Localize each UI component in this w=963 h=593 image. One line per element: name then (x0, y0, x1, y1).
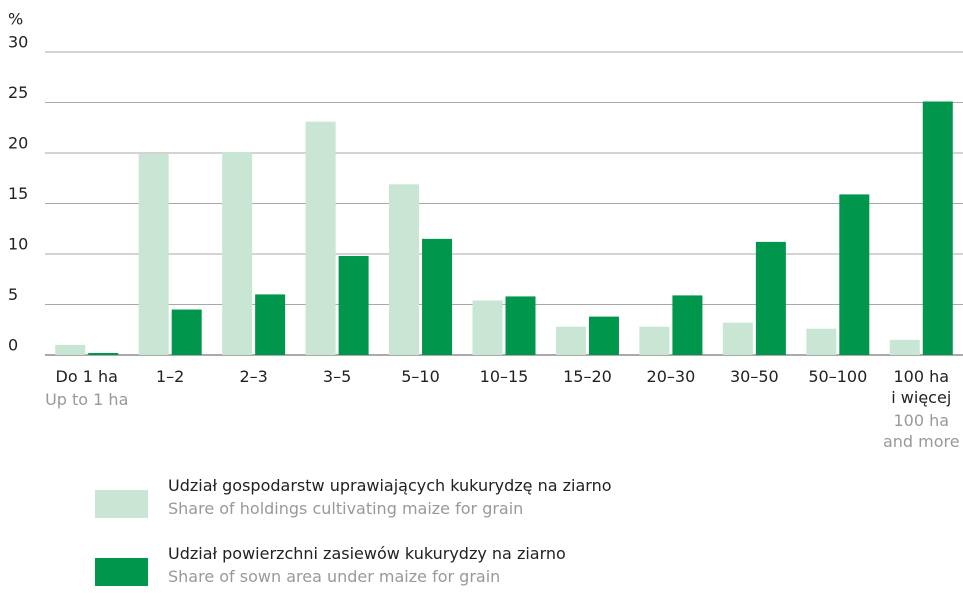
x-tick-label: 100 ha i więcej (891, 367, 952, 407)
x-tick-label: 50–100 (808, 367, 868, 386)
x-tick-label: Do 1 ha (55, 367, 118, 386)
x-tick-label-en: Up to 1 ha (45, 390, 129, 409)
legend-label: Udział gospodarstw uprawiających kukuryd… (168, 476, 612, 495)
x-tick-label: 20–30 (646, 367, 696, 386)
x-tick-label: 10–15 (479, 367, 529, 386)
legend-label: Udział powierzchni zasiewów kukurydzy na… (168, 544, 566, 563)
bar (55, 344, 86, 355)
legend-label-en: Share of sown area under maize for grain (168, 567, 501, 586)
y-tick-label: 5 (8, 285, 18, 304)
legend-swatch (95, 558, 148, 586)
legend-swatch (95, 490, 148, 518)
y-tick-label: 10 (8, 235, 28, 254)
x-tick-label: 3–5 (322, 367, 352, 386)
bar (222, 151, 253, 355)
legend-label-en: Share of holdings cultivating maize for … (168, 499, 524, 518)
y-tick-label: 30 (8, 33, 28, 52)
x-tick-label: 15–20 (563, 367, 612, 386)
y-tick-label: 20 (8, 134, 28, 153)
bar (138, 154, 169, 355)
x-tick-label: 2–3 (239, 367, 268, 386)
bar (839, 194, 870, 355)
bar (505, 296, 536, 355)
x-tick-label: 1–2 (155, 367, 185, 386)
bar (588, 316, 619, 355)
y-tick-label: 25 (8, 83, 28, 102)
bar (422, 238, 453, 355)
bar (639, 326, 670, 355)
bar (672, 295, 703, 355)
bar (389, 184, 420, 355)
y-unit: % (8, 10, 23, 29)
bar (755, 241, 786, 355)
bar (338, 256, 369, 355)
x-tick-label-en: 100 ha and more (882, 411, 960, 451)
bar (305, 121, 336, 355)
bar (255, 294, 286, 355)
bar (171, 309, 202, 355)
x-tick-label: 30–50 (730, 367, 779, 386)
bar (555, 326, 586, 355)
y-tick-label: 0 (8, 336, 18, 355)
bar (722, 322, 753, 355)
y-tick-label: 15 (8, 184, 28, 203)
bar (472, 300, 503, 355)
bar (806, 328, 837, 355)
bar (88, 352, 119, 355)
x-tick-label: 5–10 (401, 367, 440, 386)
bar (922, 101, 953, 356)
bar (889, 339, 920, 355)
